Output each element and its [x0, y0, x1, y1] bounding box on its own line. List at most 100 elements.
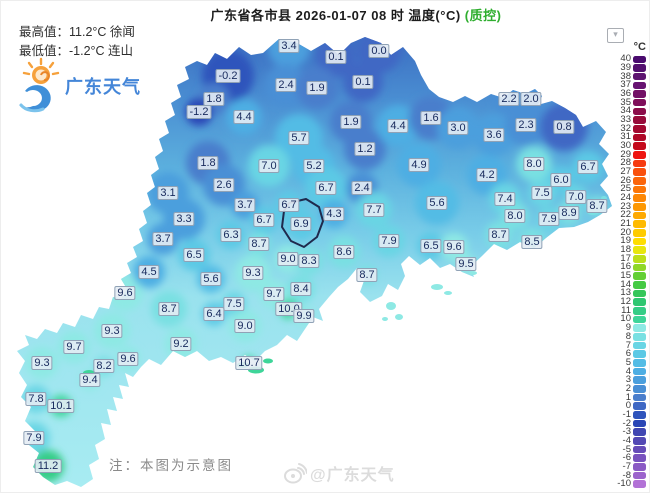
legend-tick-label: 2: [625, 382, 631, 394]
legend-entry: 38: [612, 70, 646, 82]
legend-entry: 32: [612, 123, 646, 133]
legend-entry: 30: [612, 140, 646, 152]
legend-tick-label: -1: [622, 408, 631, 420]
legend-entry: 13: [612, 287, 646, 299]
temperature-value-chip: 9.0: [277, 252, 299, 266]
temperature-value-chip: 0.0: [368, 44, 390, 58]
temperature-value-chip: 10.7: [235, 356, 263, 370]
legend-tick-label: -2: [622, 417, 631, 429]
legend-entry: 26: [612, 175, 646, 185]
legend-tick-label: 24: [620, 192, 631, 204]
legend-tick-label: 35: [620, 96, 631, 108]
legend-tick-label: 13: [620, 287, 631, 299]
legend-color-swatch: [633, 228, 646, 237]
temperature-value-chip: 1.2: [354, 142, 376, 156]
temperature-value-chip: 2.4: [351, 181, 373, 195]
qc-flag: (质控): [464, 8, 502, 23]
temperature-value-chip: 4.5: [138, 265, 160, 279]
legend-tick-label: 22: [620, 209, 631, 221]
legend-color-swatch: [633, 194, 646, 202]
legend-color-swatch: [633, 411, 646, 419]
legend-color-swatch: [633, 428, 646, 437]
temperature-value-chip: 8.0: [504, 209, 526, 223]
temperature-value-chip: 7.8: [25, 392, 47, 406]
temperature-value-chip: 6.0: [550, 173, 572, 187]
legend-color-swatch: [633, 298, 646, 306]
temperature-value-chip: -0.2: [215, 69, 241, 83]
legend-entry: 36: [612, 88, 646, 100]
temperature-value-chip: 7.0: [565, 190, 587, 204]
temperature-legend: 40 39 38 37 36 35 34 33 32 31 30 29 28 27 26 25 24 23 22 21…: [612, 54, 646, 489]
temperature-value-chip: 8.7: [158, 302, 180, 316]
temperature-value-chip: -1.2: [186, 105, 212, 119]
legend-entry: 20: [612, 228, 646, 237]
legend-entry: 8: [612, 332, 646, 342]
legend-tick-label: 38: [620, 70, 631, 82]
map-tool-icon[interactable]: ▾: [607, 28, 624, 43]
legend-tick-label: 31: [620, 131, 631, 143]
legend-entry: 39: [612, 63, 646, 73]
legend-color-swatch: [633, 307, 646, 315]
legend-entry: -1: [612, 408, 646, 420]
temperature-value-chip: 9.6: [443, 240, 465, 254]
temperature-value-chip: 6.7: [577, 160, 599, 174]
extremes-panel: 最高值：11.2°C 徐闻 最低值：-1.2°C 连山: [19, 23, 135, 61]
legend-tick-label: 6: [625, 348, 631, 360]
legend-color-swatch: [633, 437, 646, 445]
temperature-value-chip: 1.6: [420, 111, 442, 125]
temperature-value-chip: 1.9: [340, 115, 362, 129]
legend-entry: 29: [612, 149, 646, 159]
legend-entry: 1: [612, 392, 646, 402]
legend-entry: 17: [612, 254, 646, 263]
legend-color-swatch: [633, 263, 646, 272]
temperature-value-chip: 8.0: [523, 157, 545, 171]
temperature-value-chip: 4.2: [476, 168, 498, 182]
legend-tick-label: 15: [620, 270, 631, 282]
legend-tick-label: 18: [620, 244, 631, 256]
legend-tick-label: -3: [622, 426, 631, 438]
temperature-value-chip: 2.3: [515, 118, 537, 132]
temperature-value-chip: 7.4: [494, 192, 516, 206]
legend-color-swatch: [633, 480, 646, 489]
legend-tick-label: 23: [620, 200, 631, 212]
legend-color-swatch: [633, 168, 646, 176]
legend-entry: 9: [612, 323, 646, 333]
legend-entry: 35: [612, 96, 646, 108]
legend-tick-label: 34: [620, 105, 631, 117]
temperature-value-chip: 7.9: [378, 234, 400, 248]
temperature-value-chip: 2.6: [213, 178, 235, 192]
temperature-value-chip: 5.6: [426, 196, 448, 210]
legend-tick-label: -8: [622, 469, 631, 481]
legend-color-swatch: [633, 471, 646, 480]
legend-tick-label: -4: [622, 434, 631, 446]
legend-entry: 27: [612, 167, 646, 177]
temperature-value-chip: 1.9: [306, 81, 328, 95]
legend-entry: -7: [612, 462, 646, 472]
legend-color-swatch: [633, 107, 646, 116]
legend-entry: -2: [612, 417, 646, 429]
temperature-value-chip: 4.4: [387, 119, 409, 133]
temperature-value-chip: 7.9: [23, 431, 45, 445]
gd-weather-logo: 广东天气: [11, 57, 141, 115]
legend-tick-label: 3: [625, 374, 631, 386]
legend-entry: 7: [612, 340, 646, 350]
legend-tick-label: 21: [620, 218, 631, 230]
temperature-value-chip: 4.4: [233, 110, 255, 124]
legend-entry: 10: [612, 314, 646, 324]
temperature-value-chip: 9.4: [79, 373, 101, 387]
legend-color-swatch: [633, 211, 646, 220]
temperature-value-chip: 3.7: [152, 232, 174, 246]
temperature-value-chip: 2.0: [520, 92, 542, 106]
legend-tick-label: 36: [620, 88, 631, 100]
legend-entry: 4: [612, 366, 646, 376]
legend-tick-label: 28: [620, 157, 631, 169]
temperature-value-chip: 0.8: [553, 120, 575, 134]
legend-tick-label: 30: [620, 140, 631, 152]
legend-color-swatch: [633, 315, 646, 324]
temperature-value-chip: 2.4: [275, 78, 297, 92]
temperature-value-chip: 9.6: [114, 286, 136, 300]
temperature-value-chip: 9.7: [63, 340, 85, 354]
legend-color-swatch: [633, 133, 646, 142]
legend-entry: 5: [612, 358, 646, 368]
legend-entry: 18: [612, 244, 646, 256]
